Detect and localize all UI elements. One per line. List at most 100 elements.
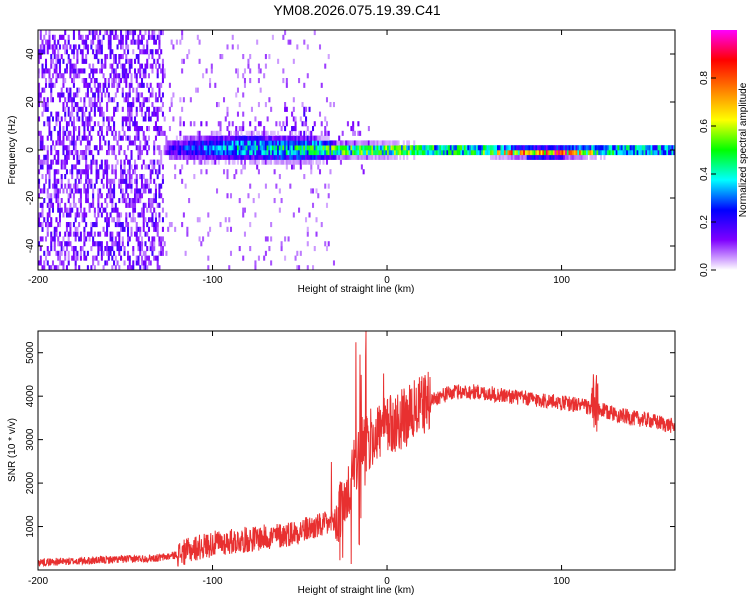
spectrogram-cell — [318, 150, 322, 156]
spectrogram-cell — [65, 145, 68, 151]
spectrogram-cell — [402, 140, 405, 146]
spectrogram-cell — [144, 97, 147, 103]
spectrogram-cell — [93, 212, 96, 218]
spectrogram-cell — [149, 174, 152, 180]
spectrogram-cell — [291, 150, 294, 156]
spectrogram-cell — [394, 154, 397, 160]
spectrogram-cell — [167, 140, 170, 146]
spectrogram-cell — [144, 116, 147, 122]
spectrogram-cell — [203, 150, 206, 156]
spectrogram-cell — [39, 135, 42, 141]
spectrogram-cell — [111, 246, 114, 252]
spectrogram-cell — [135, 121, 138, 127]
spectrogram-cell — [121, 188, 124, 194]
spectrogram-cell — [565, 154, 568, 160]
spectrogram-cell — [601, 150, 604, 156]
spectrogram-cell — [168, 145, 171, 151]
spectrogram-cell — [669, 150, 672, 156]
spectrogram-cell — [161, 30, 164, 36]
spectrogram-cell — [355, 154, 358, 160]
spectrogram-cell — [331, 140, 334, 146]
spectrogram-cell — [289, 183, 292, 189]
spectrogram-cell — [158, 106, 161, 112]
spectrogram-cell — [130, 111, 133, 117]
spectrogram-cell — [135, 54, 138, 60]
spectrogram-cell — [121, 135, 124, 141]
spectrogram-cell — [572, 154, 575, 160]
spectrogram-cell — [235, 145, 238, 151]
spectrogram-cell — [214, 159, 217, 165]
spectrogram-cell — [90, 126, 93, 132]
spectrogram-cell — [250, 140, 253, 146]
spectrogram-cell — [388, 140, 391, 146]
spectrogram-cell — [158, 241, 161, 247]
spectrogram-cell — [79, 49, 82, 55]
spectrogram-cell — [79, 255, 82, 261]
spectrogram-cell — [259, 150, 262, 156]
spectrogram-cell — [608, 145, 611, 151]
spectrogram-cell — [62, 102, 65, 108]
colorbar: 0.00.20.40.60.8 Normalized spectral ampl… — [699, 30, 749, 277]
spectrogram-cell — [257, 68, 260, 74]
spectrogram-cell — [71, 255, 74, 261]
spectrogram-cell — [535, 145, 538, 151]
spectrogram-cell — [153, 111, 156, 117]
spectrogram-cell — [287, 140, 290, 146]
spectrogram-cell — [120, 174, 123, 180]
spectrogram-cell — [123, 150, 126, 156]
spectrogram-cell — [99, 246, 102, 252]
spectrogram-cell — [226, 126, 229, 132]
spectrogram-cell — [71, 150, 74, 156]
spectrogram-cell — [373, 150, 376, 156]
spectrogram-cell — [81, 154, 84, 160]
spectrogram-cell — [257, 150, 260, 156]
spectrogram-cell — [334, 154, 337, 160]
spectrogram-cell — [135, 92, 138, 98]
spectrogram-cell — [589, 154, 592, 160]
spectrogram-cell — [373, 140, 376, 146]
spectrogram-cell — [57, 193, 60, 199]
spectrogram-cell — [50, 202, 53, 208]
spectrogram-cell — [153, 39, 156, 45]
spectrogram-cell — [132, 34, 135, 40]
spectrogram-cell — [245, 130, 248, 136]
spectrogram-cell — [83, 183, 86, 189]
spectrogram-cell — [72, 106, 75, 112]
spectrogram-cell — [380, 145, 383, 151]
spectrogram-cell — [317, 154, 320, 160]
spectrogram-cell — [71, 188, 74, 194]
spectrogram-cell — [360, 140, 363, 146]
spectrogram-cell — [92, 68, 95, 74]
spectrogram-cell — [254, 126, 257, 132]
spectrogram-cell — [71, 106, 74, 112]
spectrogram-cell — [205, 150, 208, 156]
spectrogram-cell — [38, 212, 41, 218]
spectrogram-cell — [242, 150, 245, 156]
spectrogram-cell — [57, 202, 60, 208]
spectrogram-cell — [97, 49, 100, 55]
spectrogram-cell — [156, 130, 159, 136]
spectrogram-cell — [76, 250, 79, 256]
spectrogram-cell — [209, 82, 212, 88]
spectrogram-cell — [120, 34, 123, 40]
spectrogram-cell — [188, 150, 191, 156]
spectrogram-cell — [310, 164, 313, 170]
spectrogram-cell — [310, 145, 313, 151]
spectrogram-cell — [88, 130, 91, 136]
spectrogram-cell — [181, 222, 184, 228]
spectrogram-cell — [41, 73, 44, 79]
spectrogram-cell — [125, 188, 128, 194]
spectrogram-cell — [111, 236, 114, 242]
spectrogram-cell — [282, 140, 285, 146]
spectrogram-cell — [599, 145, 603, 151]
spectrogram-cell — [568, 154, 571, 160]
spectrogram-cell — [72, 135, 75, 141]
spectrogram-cell — [44, 102, 48, 108]
spectrogram-cell — [120, 246, 123, 252]
spectrogram-cell — [252, 159, 255, 165]
spectrogram-cell — [229, 154, 233, 160]
spectrogram-cell — [67, 198, 70, 204]
spectrogram-cell — [284, 159, 287, 165]
spectrogram-cell — [353, 130, 356, 136]
spectrogram-cell — [147, 260, 150, 266]
